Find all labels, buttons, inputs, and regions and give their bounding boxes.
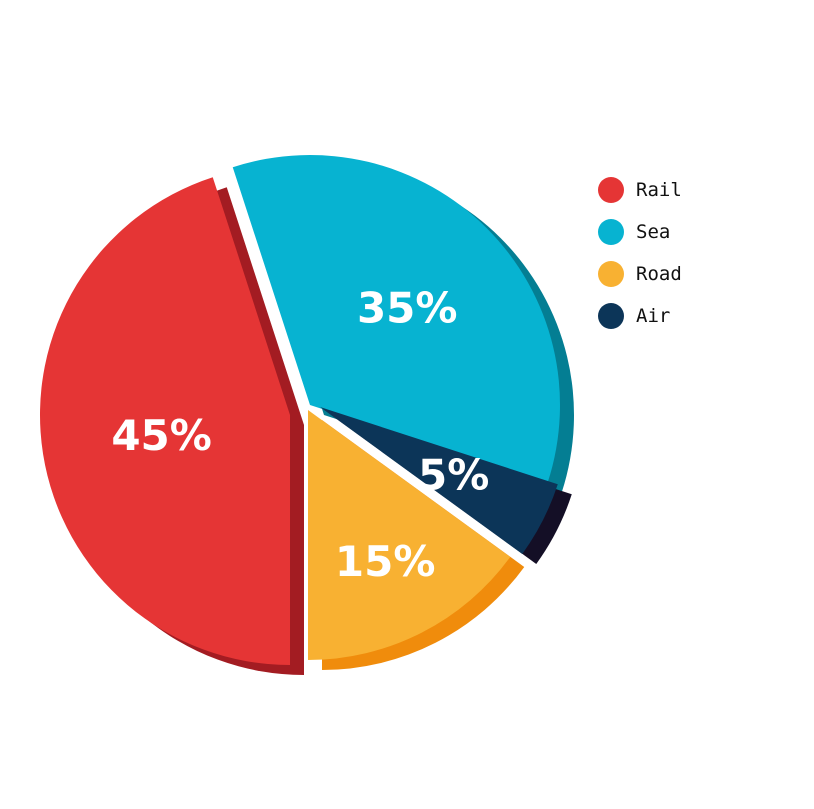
slice-air[interactable]	[320, 407, 558, 554]
slice-label-sea: 35%	[357, 283, 458, 332]
pie-label-layer: 45% 35% 5% 15%	[111, 283, 489, 586]
legend-item-road[interactable]: Road	[598, 260, 798, 288]
legend-swatch-road	[598, 261, 624, 287]
legend-label-air: Air	[636, 305, 671, 327]
slice-label-road: 15%	[335, 537, 436, 586]
legend: Rail Sea Road Air	[598, 176, 798, 344]
legend-item-sea[interactable]: Sea	[598, 218, 798, 246]
slice-label-air: 5%	[418, 451, 489, 500]
slice-label-rail: 45%	[111, 411, 212, 460]
slice-sea[interactable]	[232, 154, 560, 483]
legend-swatch-air	[598, 303, 624, 329]
legend-label-sea: Sea	[636, 221, 671, 243]
legend-label-rail: Rail	[636, 179, 682, 201]
slice-rail[interactable]	[39, 177, 290, 665]
legend-swatch-rail	[598, 177, 624, 203]
legend-item-air[interactable]: Air	[598, 302, 798, 330]
legend-item-rail[interactable]: Rail	[598, 176, 798, 204]
legend-label-road: Road	[636, 263, 682, 285]
legend-swatch-sea	[598, 219, 624, 245]
pie-face-layer	[39, 154, 560, 665]
slice-road[interactable]	[308, 410, 511, 660]
